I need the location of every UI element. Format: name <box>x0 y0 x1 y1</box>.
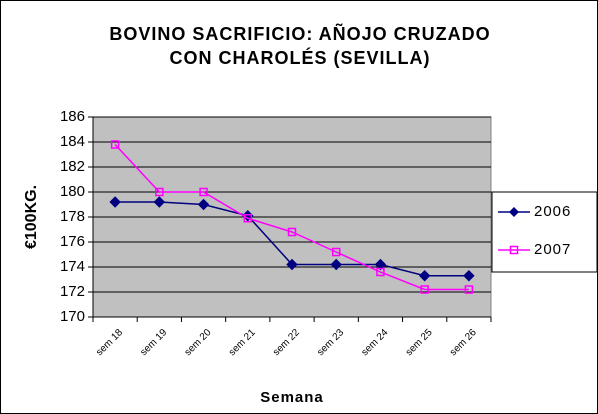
marker <box>287 227 297 237</box>
marker <box>286 258 298 271</box>
legend-label: 2007 <box>534 241 571 258</box>
legend-label: 2006 <box>534 203 571 220</box>
legend-box <box>491 191 598 273</box>
y-tick-label: 182 <box>60 158 85 175</box>
marker <box>420 285 429 294</box>
legend-marker <box>509 245 519 255</box>
y-tick-label: 174 <box>60 258 85 275</box>
marker <box>199 187 208 197</box>
chart-title: BOVINO SACRIFICIO: AÑOJO CRUZADO CON CHA… <box>109 24 491 68</box>
marker <box>330 258 342 271</box>
marker <box>243 214 253 223</box>
marker <box>153 196 166 208</box>
y-tick-label: 178 <box>60 208 85 225</box>
y-tick-label: 170 <box>60 308 85 325</box>
y-tick-label: 186 <box>60 108 85 125</box>
y-tick-label: 172 <box>60 283 85 300</box>
marker <box>376 267 385 277</box>
x-axis-title: Semana <box>260 389 324 406</box>
marker <box>374 258 387 271</box>
legend-marker <box>509 207 519 217</box>
marker <box>463 270 475 282</box>
marker <box>464 285 474 294</box>
marker <box>197 198 210 211</box>
y-tick-label: 176 <box>60 233 85 250</box>
marker <box>331 247 341 257</box>
marker <box>418 270 431 282</box>
y-tick-label: 180 <box>60 183 85 200</box>
marker <box>110 140 120 149</box>
y-axis-title: €100KG. <box>23 185 40 249</box>
y-tick-label: 184 <box>60 133 85 150</box>
series-line <box>114 143 469 291</box>
marker <box>155 187 164 197</box>
marker <box>109 196 121 208</box>
